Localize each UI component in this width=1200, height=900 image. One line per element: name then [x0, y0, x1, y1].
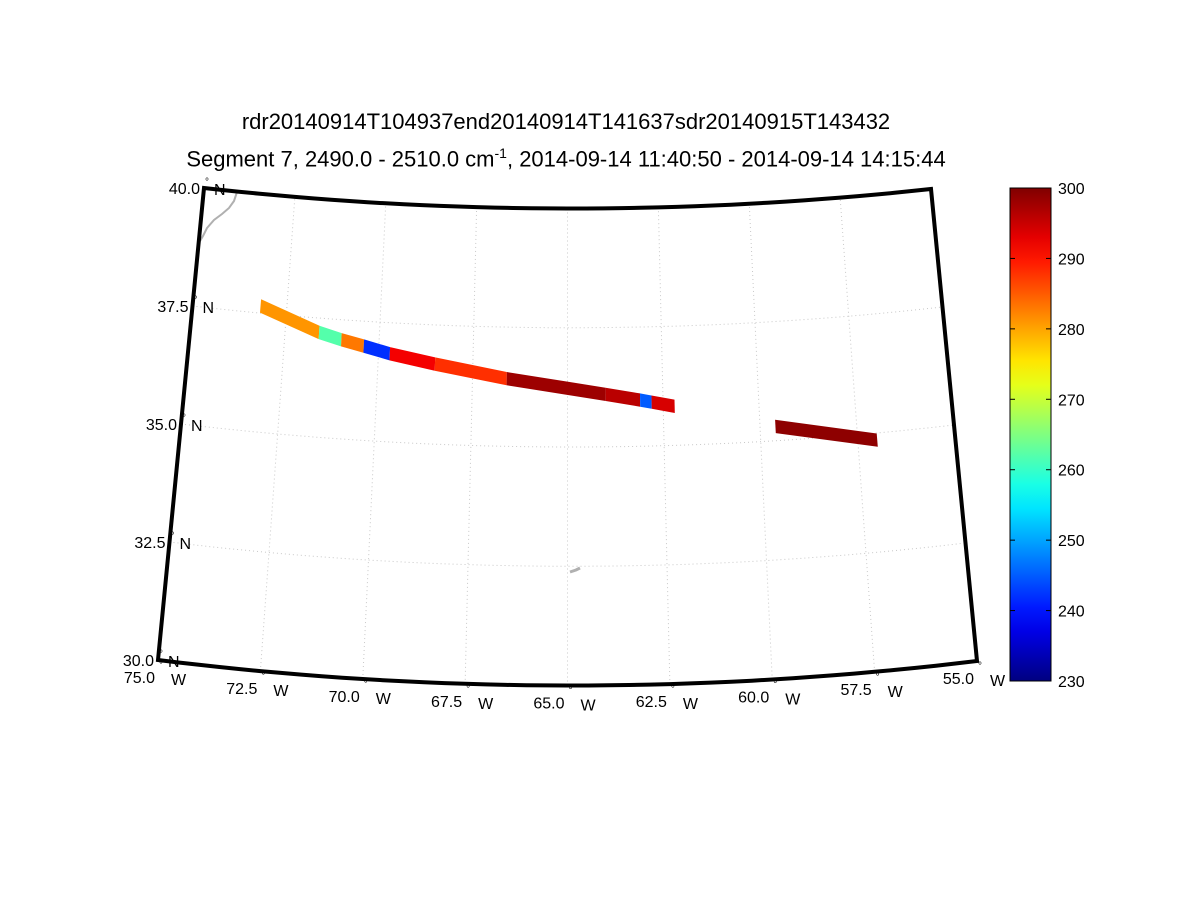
- lon-label: 65.0: [533, 696, 564, 713]
- lon-degree-mark: °: [466, 684, 470, 695]
- lon-label: 75.0: [124, 670, 155, 687]
- frame-border: [155, 185, 980, 688]
- lon-degree-mark: °: [159, 660, 163, 671]
- lon-label: 72.5: [226, 681, 257, 698]
- lon-hemisphere: W: [683, 696, 699, 713]
- observation-swaths: [260, 299, 878, 447]
- bermuda-island: [569, 566, 581, 574]
- lon-label: 55.0: [943, 671, 974, 688]
- lat-hemisphere: N: [191, 418, 203, 435]
- lon-hemisphere: W: [785, 692, 801, 709]
- lat-degree-mark: °: [171, 531, 175, 542]
- lat-hemisphere: N: [168, 654, 180, 671]
- lat-hemisphere: N: [180, 536, 192, 553]
- swath-segment: [434, 357, 507, 386]
- map-subtitle: Segment 7, 2490.0 - 2510.0 cm-1, 2014-09…: [0, 145, 1166, 172]
- lon-degree-mark: °: [671, 684, 675, 695]
- swath-segment: [318, 325, 342, 347]
- map-frame: [155, 185, 980, 688]
- lon-hemisphere: W: [888, 684, 904, 701]
- colorbar-gradient: [1009, 187, 1052, 682]
- swath-segment: [605, 387, 641, 407]
- lon-label: 60.0: [738, 690, 769, 707]
- lon-hemisphere: W: [376, 691, 392, 708]
- lon-hemisphere: W: [990, 673, 1006, 690]
- lon-hemisphere: W: [478, 696, 494, 713]
- meridian-line: [362, 203, 387, 680]
- subtitle-suffix: , 2014-09-14 11:40:50 - 2014-09-14 14:15…: [506, 146, 946, 172]
- lat-degree-mark: °: [205, 177, 209, 188]
- lon-degree-mark: °: [978, 661, 982, 672]
- lat-label: 32.5: [134, 535, 165, 552]
- lat-degree-mark: °: [182, 413, 186, 424]
- subtitle-unit-exponent: -1: [494, 145, 507, 161]
- colorbar-tick-label: 300: [1058, 181, 1085, 198]
- colorbar-tick-label: 290: [1058, 251, 1085, 268]
- lon-degree-mark: °: [773, 680, 777, 691]
- lon-label: 62.5: [636, 694, 667, 711]
- axis-labels: 30.0 ° N 32.5 ° N 35.0 ° N 37.5 ° N 40.0 ° N 75.0 ° W 72.5…: [123, 177, 1006, 715]
- lon-degree-mark: °: [364, 679, 368, 690]
- meridian-line: [748, 203, 773, 680]
- lat-label: 40.0: [169, 181, 200, 198]
- subtitle-prefix: Segment 7, 2490.0 - 2510.0 cm: [186, 146, 495, 172]
- map-title: rdr20140914T104937end20140914T141637sdr2…: [241, 109, 891, 134]
- coastline: [199, 191, 581, 574]
- parallel-line: [169, 541, 966, 567]
- lon-degree-mark: °: [876, 672, 880, 683]
- meridian-line: [259, 196, 296, 672]
- lon-degree-mark: °: [261, 671, 265, 682]
- lon-hemisphere: W: [273, 683, 289, 700]
- colorbar-tick-label: 240: [1058, 604, 1085, 621]
- swath-segment: [363, 339, 391, 361]
- lat-hemisphere: N: [203, 300, 215, 317]
- swath-segment: [506, 372, 606, 401]
- colorbar: 230 240 250 260 270 280 290 300: [1009, 181, 1085, 691]
- swath-segment: [651, 395, 675, 413]
- lon-hemisphere: W: [581, 698, 597, 715]
- swath-segment: [775, 419, 878, 447]
- swath-segment: [389, 347, 436, 371]
- lon-label: 70.0: [329, 689, 360, 706]
- lon-label: 57.5: [840, 682, 871, 699]
- meridian-line: [839, 197, 876, 672]
- lat-label: 30.0: [123, 653, 154, 670]
- swath-segment: [341, 333, 365, 353]
- meridian-line: [464, 207, 478, 684]
- lat-degree-mark: °: [159, 649, 163, 660]
- swath-segment: [640, 393, 652, 409]
- lon-degree-mark: °: [569, 686, 573, 697]
- lat-degree-mark: °: [194, 295, 198, 306]
- colorbar-tick-label: 230: [1058, 674, 1085, 691]
- graticule: [169, 196, 966, 686]
- colorbar-tick-label: 280: [1058, 322, 1085, 339]
- colorbar-tick-label: 250: [1058, 533, 1085, 550]
- lon-hemisphere: W: [171, 672, 187, 689]
- lat-label: 35.0: [146, 417, 177, 434]
- swath-segment: [260, 299, 320, 340]
- us-coastline: [199, 191, 238, 242]
- lat-label: 37.5: [157, 299, 188, 316]
- lon-label: 67.5: [431, 694, 462, 711]
- colorbar-tick-label: 270: [1058, 392, 1085, 409]
- lat-hemisphere: N: [214, 182, 226, 199]
- colorbar-tick-label: 260: [1058, 463, 1085, 480]
